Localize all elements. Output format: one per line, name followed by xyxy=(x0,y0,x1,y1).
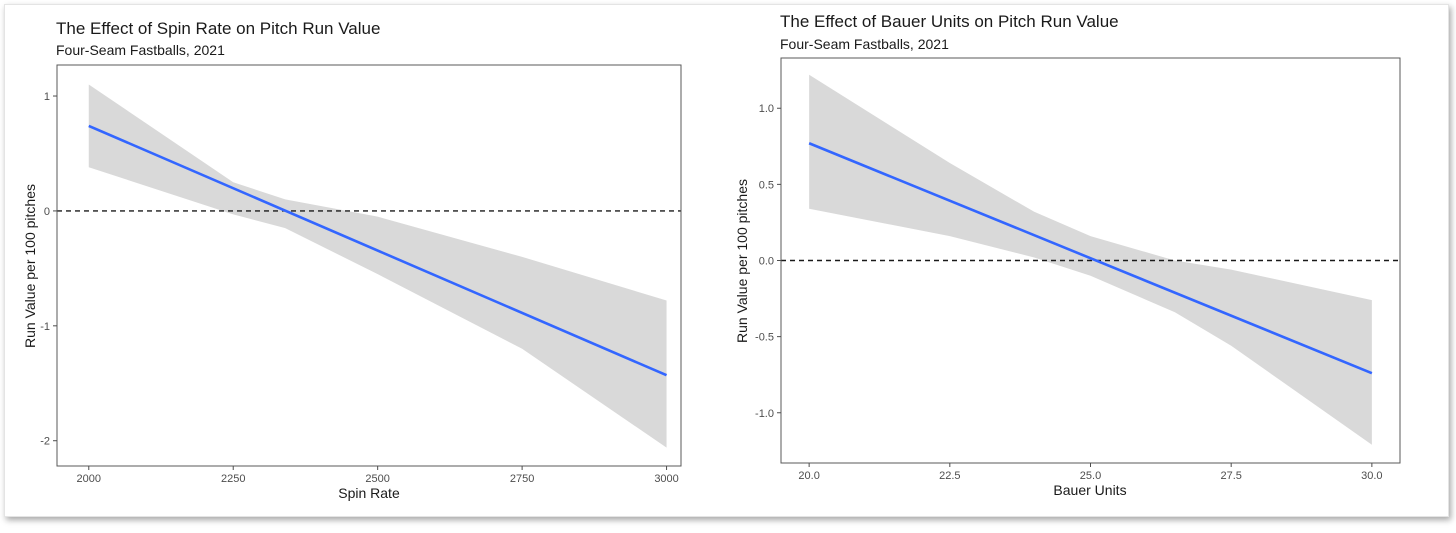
right-chart-y-axis-label: Run Value per 100 pitches xyxy=(734,179,750,343)
right-chart-plot-area: 20.0 22.5 25.0 27.5 30.0 1.0 0.5 0.0 -0.5 -1.0 xyxy=(755,57,1401,482)
right-chart-x-tick-label: 22.5 xyxy=(939,470,960,482)
left-chart-x-tick-label: 2750 xyxy=(510,473,534,485)
right-chart-regression-line xyxy=(808,142,1373,375)
right-chart-x-tick-label: 30.0 xyxy=(1361,470,1382,482)
left-chart-y-axis-label: Run Value per 100 pitches xyxy=(22,184,38,348)
left-chart-title: The Effect of Spin Rate on Pitch Run Val… xyxy=(56,19,380,38)
right-chart-y-tick-label: 1.0 xyxy=(759,103,774,115)
left-chart-x-tick-label: 2500 xyxy=(365,473,389,485)
left-chart-x-tick-label: 3000 xyxy=(654,473,678,485)
left-chart-subtitle: Four-Seam Fastballs, 2021 xyxy=(56,42,225,58)
right-chart-y-tick-label: 0.5 xyxy=(759,179,774,191)
right-chart-y-tick-label: -1.0 xyxy=(755,408,774,420)
left-chart-panel-border xyxy=(56,64,682,467)
left-chart-y-tick-label: -1 xyxy=(40,321,50,333)
right-chart-y-tick-label: 0.0 xyxy=(759,256,774,268)
left-chart-x-axis-label: Spin Rate xyxy=(338,485,400,501)
right-chart-x-tick-label: 25.0 xyxy=(1080,470,1101,482)
right-chart-x-tick-label: 20.0 xyxy=(798,470,819,482)
right-chart-x-tick-label: 27.5 xyxy=(1220,470,1241,482)
right-chart-confidence-band xyxy=(809,74,1372,445)
right-chart-title: The Effect of Bauer Units on Pitch Run V… xyxy=(780,12,1119,31)
right-chart-y-tick-label: -0.5 xyxy=(755,332,774,344)
left-chart-y-tick-label: 0 xyxy=(44,206,50,218)
left-chart-regression-line xyxy=(88,124,668,377)
left-chart-plot-area: 2000 2250 2500 2750 3000 1 0 -1 -2 xyxy=(40,64,682,485)
right-chart-x-axis-label: Bauer Units xyxy=(1053,482,1126,498)
left-chart-y-tick-label: -2 xyxy=(40,436,50,448)
right-chart: The Effect of Bauer Units on Pitch Run V… xyxy=(734,12,1401,498)
left-chart: The Effect of Spin Rate on Pitch Run Val… xyxy=(22,19,682,501)
left-chart-x-tick-label: 2000 xyxy=(77,473,101,485)
left-chart-x-tick-label: 2250 xyxy=(221,473,245,485)
right-chart-subtitle: Four-Seam Fastballs, 2021 xyxy=(780,36,949,52)
left-chart-y-tick-label: 1 xyxy=(44,91,50,103)
left-chart-confidence-band xyxy=(88,84,667,448)
